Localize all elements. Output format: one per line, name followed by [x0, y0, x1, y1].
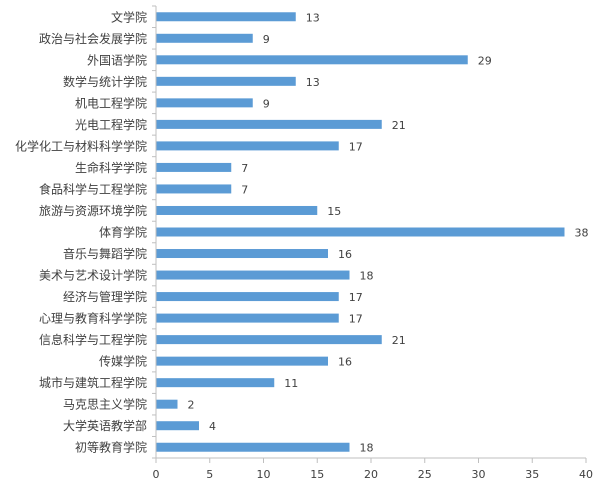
- bar-2: [156, 55, 468, 65]
- value-label-16: 16: [338, 356, 352, 369]
- category-label-18: 马克思主义学院: [63, 397, 147, 412]
- bar-10: [156, 227, 565, 237]
- labels-layer: 文学院 13 政治与社会发展学院 9 外国语学院 29 数学与统计学院 13 机电工程学院 9 光电…: [15, 9, 593, 481]
- bar-3: [156, 76, 296, 86]
- category-label-5: 光电工程学院: [75, 117, 147, 132]
- category-label-8: 食品科学与工程学院: [39, 181, 147, 196]
- x-tick-label-5: 25: [418, 468, 432, 481]
- bar-11: [156, 249, 328, 259]
- value-label-18: 2: [188, 399, 195, 412]
- bar-18: [156, 399, 178, 409]
- bar-17: [156, 378, 275, 388]
- value-label-9: 15: [327, 205, 341, 218]
- category-label-19: 大学英语教学部: [63, 418, 147, 433]
- value-label-13: 17: [349, 291, 363, 304]
- x-tick-label-0: 0: [153, 468, 160, 481]
- value-label-10: 38: [575, 227, 589, 240]
- category-label-14: 心理与教育科学学院: [39, 311, 147, 326]
- bar-12: [156, 270, 350, 280]
- value-label-17: 11: [284, 377, 298, 390]
- category-label-11: 音乐与舞蹈学院: [63, 246, 147, 261]
- category-label-15: 信息科学与工程学院: [39, 332, 147, 347]
- bar-15: [156, 335, 382, 345]
- category-label-1: 政治与社会发展学院: [39, 31, 147, 46]
- x-tick-label-1: 5: [206, 468, 213, 481]
- value-label-5: 21: [392, 119, 406, 132]
- category-label-16: 传媒学院: [99, 354, 147, 369]
- category-label-13: 经济与管理学院: [63, 289, 147, 304]
- category-label-17: 城市与建筑工程学院: [39, 375, 147, 390]
- bar-20: [156, 442, 350, 452]
- value-label-19: 4: [209, 420, 216, 433]
- x-tick-label-3: 15: [310, 468, 324, 481]
- x-tick-label-2: 10: [257, 468, 271, 481]
- category-label-20: 初等教育学院: [75, 440, 147, 455]
- bar-4: [156, 98, 253, 108]
- category-label-2: 外国语学院: [87, 52, 147, 67]
- category-label-12: 美术与艺术设计学院: [39, 268, 147, 283]
- bar-8: [156, 184, 232, 194]
- category-label-10: 体育学院: [99, 225, 147, 240]
- bar-16: [156, 356, 328, 366]
- category-label-3: 数学与统计学院: [63, 74, 147, 89]
- value-label-11: 16: [338, 248, 352, 261]
- category-label-9: 旅游与资源环境学院: [39, 203, 147, 218]
- category-label-4: 机电工程学院: [75, 95, 147, 110]
- value-label-4: 9: [263, 97, 270, 110]
- bar-13: [156, 292, 339, 302]
- value-label-14: 17: [349, 313, 363, 326]
- value-label-2: 29: [478, 54, 492, 67]
- category-label-6: 化学化工与材料科学学院: [15, 138, 147, 153]
- bar-1: [156, 33, 253, 43]
- value-label-3: 13: [306, 76, 320, 89]
- bar-7: [156, 162, 232, 172]
- bar-0: [156, 12, 296, 22]
- value-label-8: 7: [241, 183, 248, 196]
- value-label-1: 9: [263, 33, 270, 46]
- bar-14: [156, 313, 339, 323]
- value-label-6: 17: [349, 140, 363, 153]
- value-label-12: 18: [360, 270, 374, 283]
- bar-9: [156, 205, 318, 215]
- x-tick-label-6: 30: [472, 468, 486, 481]
- bar-19: [156, 421, 199, 431]
- bar-6: [156, 141, 339, 151]
- category-label-7: 生命科学学院: [75, 160, 147, 175]
- bars-layer: [156, 12, 565, 452]
- bar-5: [156, 119, 382, 129]
- value-label-20: 18: [360, 442, 374, 455]
- value-label-0: 13: [306, 11, 320, 24]
- value-label-15: 21: [392, 334, 406, 347]
- x-tick-label-7: 35: [525, 468, 539, 481]
- x-tick-label-4: 20: [364, 468, 378, 481]
- x-tick-label-8: 40: [579, 468, 593, 481]
- category-label-0: 文学院: [111, 9, 147, 24]
- value-label-7: 7: [241, 162, 248, 175]
- axis-layer: [152, 5, 587, 463]
